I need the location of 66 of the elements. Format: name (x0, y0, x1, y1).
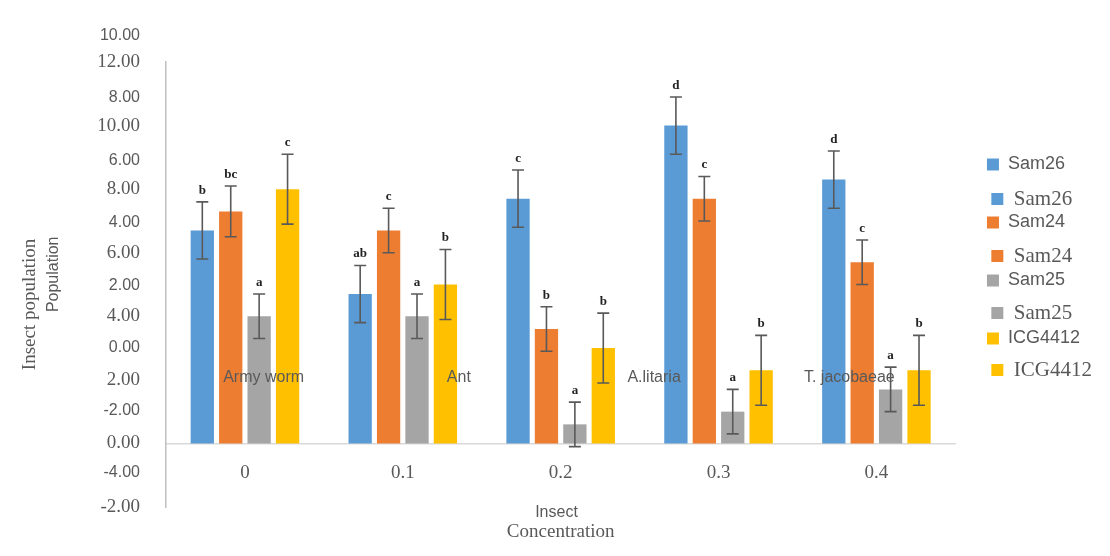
y-tick-label: 6.00 (108, 150, 141, 168)
data-label: b (441, 229, 450, 245)
y-tick-label: 10.00 (97, 113, 140, 135)
x-tick-label: T. jacobaeae (803, 368, 895, 386)
bar (190, 230, 214, 444)
x-tick-label: 0.2 (548, 460, 573, 482)
legend-label: Sam24 (1007, 211, 1065, 232)
data-label: b (915, 315, 923, 331)
data-label: a (729, 369, 737, 385)
y-tick-label: -2.00 (103, 400, 141, 418)
legend-label: ICG4412 (1013, 356, 1093, 381)
y-tick-label: 12.00 (97, 49, 140, 71)
y-tick-label: -2.00 (100, 494, 140, 516)
y-axis-title: Population (44, 236, 62, 313)
data-label: a (413, 273, 421, 289)
data-label: bc (224, 165, 238, 181)
data-label: c (701, 156, 708, 172)
x-tick-label: 0 (240, 460, 250, 482)
data-label: b (198, 181, 206, 197)
bar (563, 424, 587, 444)
x-tick-label: 0.1 (390, 460, 415, 482)
y-tick-label: 6.00 (106, 240, 140, 262)
bar (506, 198, 530, 444)
y-tick-label: 8.00 (106, 177, 140, 199)
data-label: c (859, 219, 866, 235)
legend-label: Sam25 (1013, 299, 1073, 324)
y-tick-label: 0.00 (108, 338, 141, 356)
x-axis-title: Concentration (506, 519, 615, 541)
y-tick-label: 4.00 (106, 304, 140, 326)
y-axis-title: Insect population (17, 238, 39, 371)
y-tick-label: 2.00 (108, 275, 141, 293)
bar (907, 370, 931, 444)
bar (878, 389, 903, 444)
bar (692, 198, 716, 444)
y-tick-label: 2.00 (106, 367, 140, 389)
legend-label: Sam25 (1007, 269, 1065, 290)
data-label: b (757, 315, 765, 331)
bar (348, 294, 372, 444)
data-label: d (830, 130, 839, 146)
y-tick-label: 0.00 (106, 431, 140, 453)
data-label: c (385, 188, 392, 204)
x-axis-title: Insect (535, 503, 579, 521)
legend-label: ICG4412 (1007, 327, 1080, 348)
bar (591, 348, 615, 444)
bar (376, 230, 401, 444)
legend-label: Sam26 (1013, 185, 1073, 210)
y-tick-label: 10.00 (99, 26, 141, 44)
y-tick-label: 4.00 (108, 213, 141, 231)
data-label: a (255, 273, 263, 289)
bar (749, 370, 773, 444)
y-tick-label: -4.00 (103, 463, 141, 481)
data-label: b (599, 292, 607, 308)
data-label: ab (353, 245, 368, 261)
data-label: c (515, 149, 522, 165)
y-tick-label: 8.00 (108, 88, 141, 106)
data-label: c (284, 134, 291, 150)
bar (405, 316, 429, 444)
x-tick-label: 0.3 (706, 460, 731, 482)
data-label: d (672, 76, 681, 92)
data-label: a (571, 381, 579, 397)
legend-label: Sam26 (1007, 153, 1065, 174)
legend-label: Sam24 (1013, 242, 1073, 267)
x-tick-label: 0.4 (864, 460, 889, 482)
data-label: b (542, 286, 551, 302)
bar (534, 329, 559, 444)
data-label: a (887, 347, 895, 362)
